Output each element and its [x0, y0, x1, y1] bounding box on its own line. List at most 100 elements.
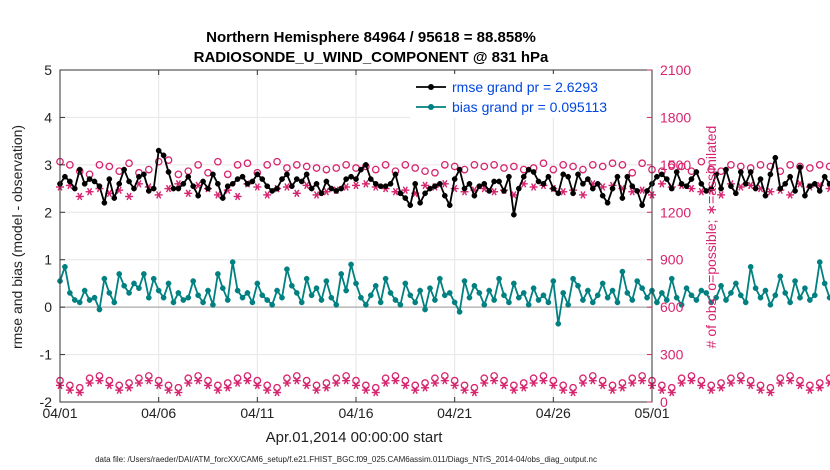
- bias-point: [580, 297, 586, 303]
- legend-entry-label: rmse grand pr = 2.6293: [452, 79, 598, 95]
- bias-point: [737, 292, 744, 299]
- bias-point: [96, 306, 103, 313]
- bottom-possible-marker: [312, 381, 321, 390]
- rmse-point: [747, 169, 754, 175]
- bias-point: [511, 280, 517, 287]
- rmse-point: [215, 180, 221, 187]
- obs-assimilated-marker: [578, 191, 587, 199]
- bias-point: [205, 287, 211, 294]
- bias-point: [733, 280, 739, 287]
- rmse-point: [693, 169, 700, 175]
- bias-point: [802, 285, 808, 292]
- bottom-assimilated-marker: [529, 379, 538, 387]
- bottom-possible-marker: [411, 381, 420, 390]
- rmse-point: [609, 185, 616, 192]
- obs-possible-marker: [579, 165, 587, 174]
- bottom-assimilated-marker: [134, 379, 143, 387]
- bias-point: [575, 282, 581, 289]
- bias-point: [624, 290, 631, 296]
- rmse-point: [392, 171, 399, 178]
- bias-point: [762, 287, 769, 294]
- obs-possible-marker: [707, 165, 716, 174]
- rmse-point: [382, 183, 389, 190]
- rmse-point: [589, 185, 596, 192]
- y-right-tick-label: 600: [660, 299, 684, 315]
- bias-point: [594, 292, 601, 299]
- bottom-possible-marker: [815, 379, 824, 387]
- bias-point: [422, 306, 428, 313]
- rmse-point: [580, 180, 586, 187]
- bottom-assimilated-marker: [786, 376, 795, 385]
- obs-possible-marker: [263, 161, 272, 169]
- bias-point: [170, 299, 177, 306]
- rmse-point: [496, 178, 502, 185]
- bias-point: [757, 294, 764, 301]
- bias-point: [565, 301, 571, 308]
- bottom-possible-marker: [667, 383, 676, 392]
- bottom-assimilated-marker: [371, 388, 380, 397]
- bias-point: [678, 301, 685, 308]
- y-right-tick-label: 0: [660, 394, 668, 410]
- obs-assimilated-marker: [401, 186, 410, 194]
- obs-possible-marker: [401, 161, 410, 169]
- bottom-assimilated-marker: [628, 379, 637, 387]
- obs-possible-marker: [273, 157, 281, 166]
- obs-assimilated-marker: [154, 191, 163, 199]
- bias-point: [303, 275, 310, 282]
- obs-possible-marker: [588, 161, 597, 169]
- rmse-point: [639, 202, 645, 209]
- obs-assimilated-marker: [529, 183, 538, 191]
- bias-point: [456, 309, 463, 315]
- bottom-assimilated-marker: [500, 381, 508, 390]
- bottom-assimilated-marker: [736, 376, 745, 385]
- bottom-assimilated-marker: [776, 379, 785, 387]
- bottom-possible-marker: [233, 374, 242, 383]
- rmse-point: [274, 185, 280, 192]
- x-tick-label: 04/21: [437, 405, 472, 421]
- rmse-point: [101, 199, 108, 206]
- obs-possible-marker: [490, 161, 498, 169]
- bias-point: [116, 271, 123, 277]
- bias-point: [811, 292, 818, 299]
- rmse-point: [111, 195, 118, 201]
- bottom-possible-marker: [164, 381, 173, 390]
- bottom-possible-marker: [401, 376, 410, 385]
- rmse-point: [811, 180, 818, 187]
- rmse-point: [713, 171, 719, 178]
- rmse-point: [121, 166, 127, 173]
- obs-possible-marker: [371, 165, 380, 174]
- bottom-possible-marker: [362, 381, 370, 390]
- bias-point: [540, 292, 547, 299]
- bottom-assimilated-marker: [480, 379, 489, 387]
- bottom-assimilated-marker: [263, 386, 272, 394]
- bias-point: [313, 285, 320, 292]
- bias-point: [377, 299, 384, 306]
- rmse-point: [160, 152, 167, 159]
- obs-possible-marker: [500, 164, 508, 172]
- bottom-assimilated-marker: [430, 379, 439, 387]
- bottom-assimilated-marker: [687, 376, 696, 385]
- obs-possible-marker: [223, 170, 232, 179]
- rmse-point: [254, 171, 261, 178]
- bias-point: [560, 290, 567, 296]
- bias-point: [131, 280, 137, 287]
- bias-point: [550, 278, 557, 284]
- bias-point: [358, 294, 364, 301]
- bottom-assimilated-marker: [618, 383, 627, 392]
- rmse-point: [654, 173, 660, 180]
- x-tick-label: 04/16: [338, 405, 373, 421]
- legend-swatch-marker: [428, 104, 434, 110]
- obs-assimilated-marker: [302, 181, 311, 190]
- bias-point: [797, 294, 803, 301]
- rmse-point: [308, 185, 315, 192]
- rmse-point: [624, 173, 631, 180]
- rmse-point: [752, 185, 759, 192]
- rmse-point: [303, 171, 310, 178]
- rmse-point: [190, 183, 197, 190]
- rmse-point: [239, 173, 246, 180]
- y-right-tick-label: 300: [660, 347, 684, 363]
- bottom-assimilated-marker: [539, 376, 548, 385]
- bias-point: [609, 287, 616, 294]
- rmse-point: [668, 185, 675, 192]
